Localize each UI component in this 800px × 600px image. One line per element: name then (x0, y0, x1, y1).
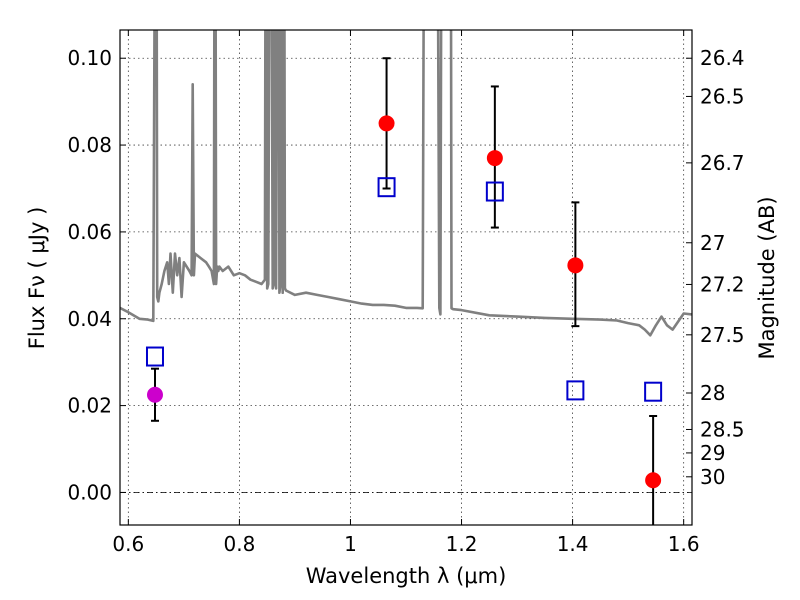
data-point-square (644, 381, 663, 402)
data-point-circle (486, 150, 503, 167)
x-axis-label: Wavelength λ (μm) (306, 564, 507, 588)
spectrum-line (120, 30, 692, 337)
axis-ticks (120, 30, 692, 525)
y-tick-label: 0.06 (67, 220, 112, 244)
right-tick-label: 26.7 (700, 151, 745, 175)
right-tick-label: 30 (700, 465, 725, 489)
y-tick-label: 0.02 (67, 394, 112, 418)
y-tick-label: 0.10 (67, 46, 112, 70)
x-tick-label: 1.2 (446, 532, 478, 556)
data-point-square (145, 346, 164, 367)
data-point-square (485, 181, 504, 202)
x-tick-label: 1 (344, 532, 357, 556)
data-point-circle (378, 115, 395, 132)
grid (120, 30, 692, 525)
right-tick-label: 29 (700, 441, 725, 465)
data-point-circle (146, 386, 163, 403)
tick-labels: 0.6 0.8 1 1.2 1.4 1.6 0.00 0.02 0.04 0.06 0.08 0.10… (67, 46, 744, 556)
x-tick-label: 1.4 (557, 532, 589, 556)
right-tick-label: 28 (700, 381, 725, 405)
plot-frame (119, 29, 693, 526)
right-tick-label: 28.5 (700, 417, 745, 441)
data-point-circle (567, 257, 584, 274)
y-tick-label: 0.04 (67, 307, 112, 331)
right-tick-label: 26.5 (700, 84, 745, 108)
right-tick-label: 27 (700, 231, 725, 255)
data-point-circle (645, 472, 662, 489)
x-tick-label: 0.6 (112, 532, 144, 556)
data-points (145, 57, 663, 525)
y-tick-label: 0.08 (67, 133, 112, 157)
model-spectrum (120, 30, 692, 337)
y-tick-label: 0.00 (67, 480, 112, 504)
x-tick-label: 1.6 (668, 532, 700, 556)
x-tick-label: 0.8 (223, 532, 255, 556)
y-axis-label: Flux Fν ( μJy ) (25, 207, 49, 350)
data-point-square (377, 177, 396, 198)
data-point-square (566, 380, 585, 401)
right-tick-label: 27.5 (700, 323, 745, 347)
right-axis-label: Magnitude (AB) (755, 196, 779, 359)
right-tick-label: 26.4 (700, 46, 745, 70)
right-tick-label: 27.2 (700, 272, 745, 296)
